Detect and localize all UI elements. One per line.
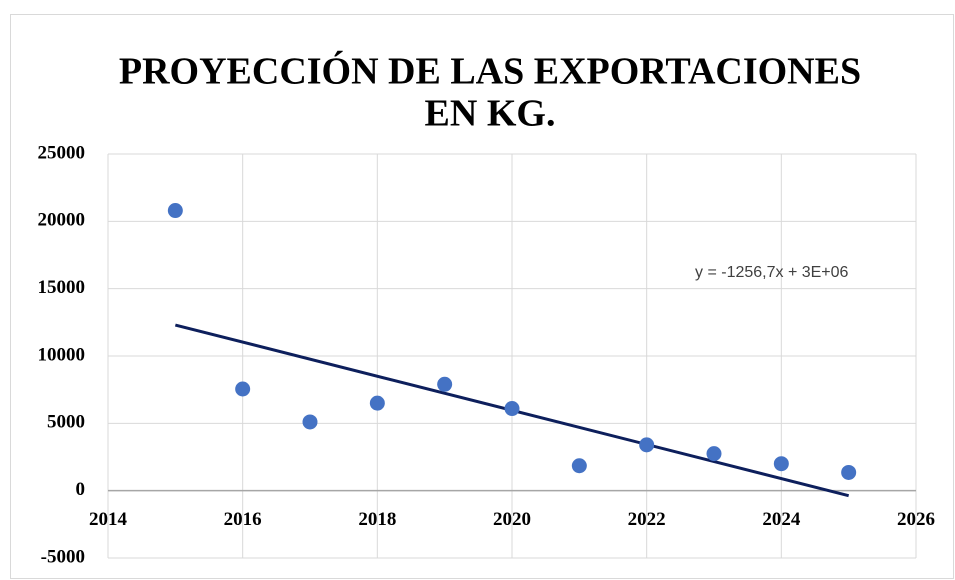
point bbox=[773, 456, 789, 472]
x-tick-label: 2024 bbox=[762, 509, 801, 530]
y-tick-label: 15000 bbox=[38, 277, 86, 298]
point bbox=[639, 437, 655, 453]
x-tick-label: 2020 bbox=[493, 509, 531, 530]
trendline-equation: y = -1256,7x + 3E+06 bbox=[695, 264, 849, 281]
y-tick-label: -5000 bbox=[41, 546, 85, 567]
chart-title: EN KG. bbox=[425, 93, 556, 135]
y-tick-label: 5000 bbox=[47, 412, 85, 433]
point bbox=[841, 464, 857, 480]
x-tick-label: 2022 bbox=[628, 509, 666, 530]
point bbox=[302, 414, 318, 430]
x-tick-label: 2014 bbox=[89, 509, 128, 530]
y-tick-label: 0 bbox=[76, 479, 86, 500]
point bbox=[167, 203, 183, 219]
point bbox=[235, 381, 251, 397]
x-tick-label: 2026 bbox=[897, 509, 935, 530]
y-tick-label: 20000 bbox=[38, 210, 86, 231]
point bbox=[571, 458, 587, 474]
point bbox=[437, 376, 453, 392]
point bbox=[504, 401, 520, 417]
chart-frame bbox=[10, 14, 954, 579]
point bbox=[706, 446, 722, 462]
x-tick-label: 2018 bbox=[358, 509, 396, 530]
y-tick-label: 10000 bbox=[38, 344, 86, 365]
point bbox=[369, 395, 385, 411]
x-tick-label: 2016 bbox=[224, 509, 262, 530]
y-tick-label: 25000 bbox=[38, 142, 86, 163]
chart-title: PROYECCIÓN DE LAS EXPORTACIONES bbox=[119, 51, 861, 93]
